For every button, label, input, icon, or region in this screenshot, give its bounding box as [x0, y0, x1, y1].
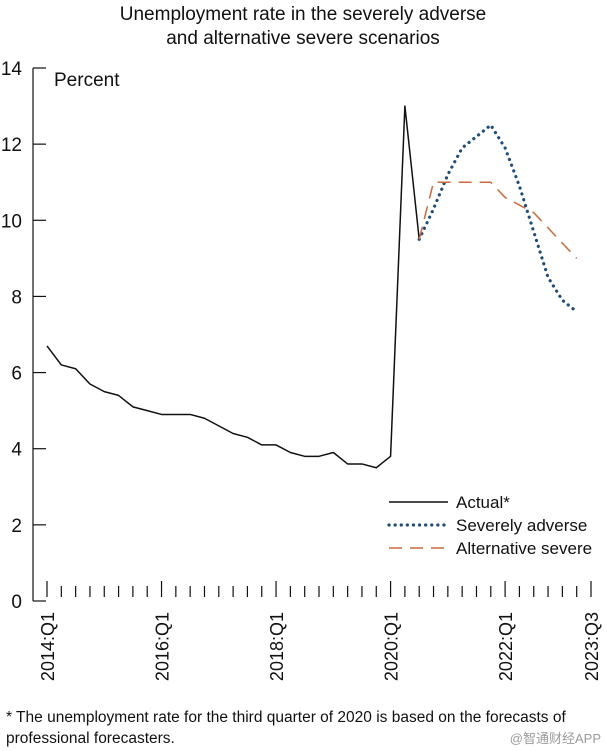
x-tick-label: 2022:Q1 [496, 612, 516, 681]
series-alternative-severe [418, 181, 578, 259]
legend-label: Alternative severe [456, 539, 592, 558]
series-actual [46, 105, 420, 469]
watermark: @智通财经APP [509, 731, 601, 746]
axes: 0 2 4 6 8 10 12 14 2014:Q1 2016:Q1 2018:Q1 2020:Q1 2… [1, 59, 602, 681]
x-tick-label: 2020:Q1 [382, 612, 402, 681]
x-tick-label: 2014:Q1 [38, 612, 58, 681]
chart-title-line: Unemployment rate in the severely advers… [120, 4, 486, 25]
footnote: * The unemployment rate for the third qu… [6, 709, 566, 747]
y-axis-label: Percent [54, 70, 120, 91]
y-tick-label: 4 [11, 440, 22, 461]
unemployment-chart: Unemployment rate in the severely advers… [1, 4, 602, 681]
series-severely-adverse [417, 123, 579, 314]
y-tick-label: 14 [1, 59, 23, 80]
y-tick-label: 12 [1, 135, 22, 156]
chart-title-line: and alternative severe scenarios [166, 28, 440, 49]
x-tick-label: 2016:Q1 [153, 612, 173, 681]
series-lines [46, 105, 579, 469]
y-tick-label: 10 [1, 211, 22, 232]
chart-title: Unemployment rate in the severely advers… [120, 4, 486, 49]
y-tick-label: 8 [11, 287, 22, 308]
x-tick-label: 2018:Q1 [267, 612, 287, 681]
legend: Actual* Severely adverse Alternative sever… [387, 493, 592, 558]
x-tick-label: 2023:Q3 [582, 612, 602, 681]
y-tick-label: 6 [11, 364, 22, 385]
legend-label: Actual* [456, 493, 510, 512]
y-tick-label: 0 [11, 592, 22, 613]
legend-label: Severely adverse [456, 516, 587, 535]
y-tick-label: 2 [11, 516, 22, 537]
